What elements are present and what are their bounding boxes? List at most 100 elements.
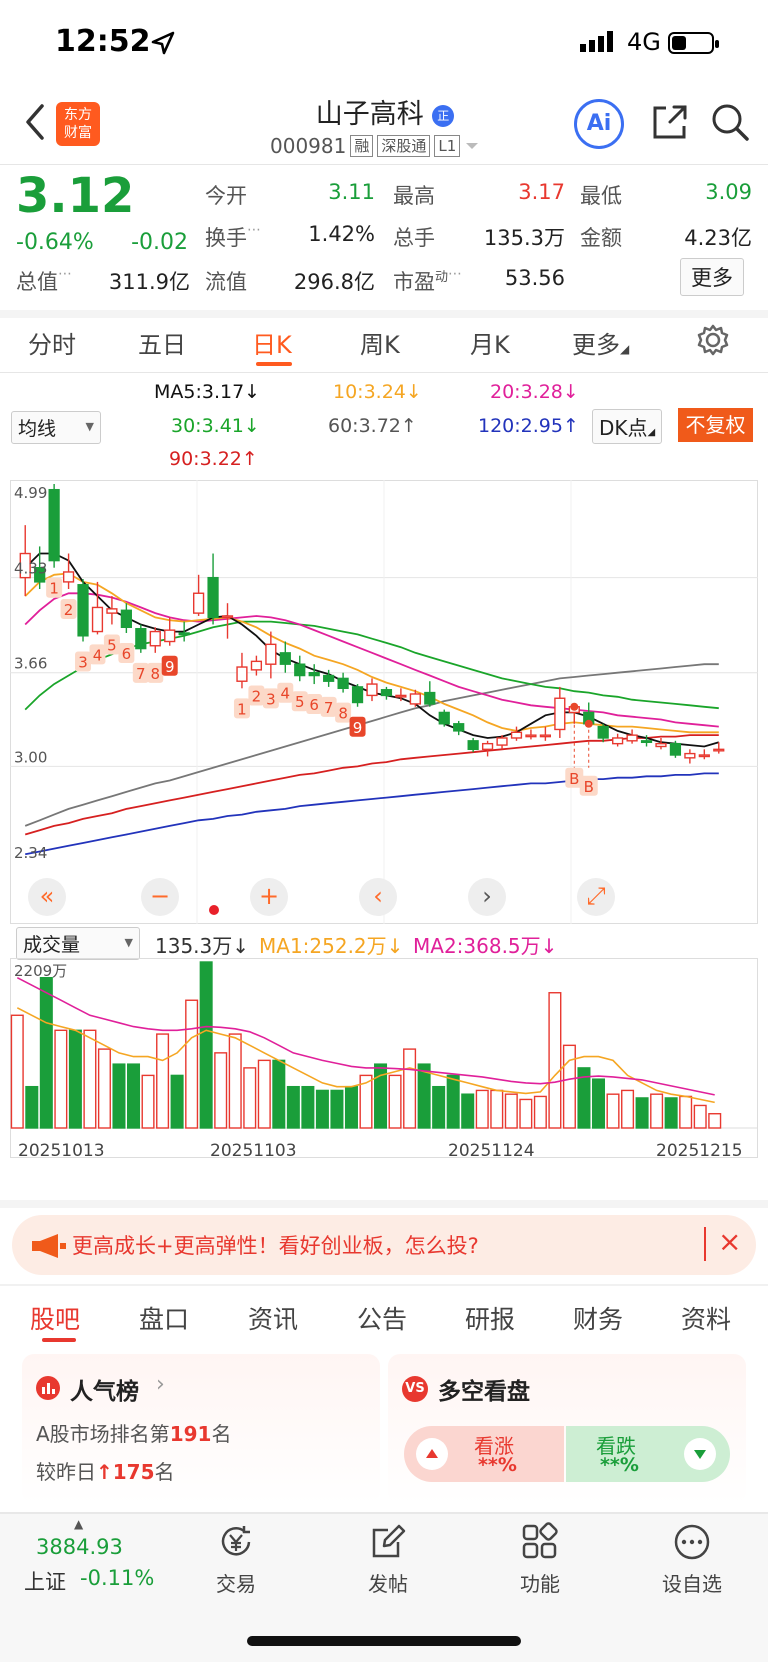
scroll-right-button[interactable]: › <box>468 878 506 916</box>
seq-marker-bg <box>320 696 337 717</box>
volume-bar <box>403 1048 417 1129</box>
candle <box>48 484 60 568</box>
candle-body <box>164 629 176 643</box>
volume-bar <box>359 1074 373 1129</box>
candle-body <box>294 663 306 677</box>
more-button[interactable]: 更多 <box>680 258 744 296</box>
back-arrow-icon[interactable] <box>22 102 48 142</box>
candle <box>265 631 277 679</box>
indicator-dot <box>209 905 219 915</box>
candle <box>62 553 75 589</box>
index-value[interactable]: 3884.93 <box>36 1535 123 1559</box>
tab-monthly-k[interactable]: 月K <box>470 331 510 359</box>
bull-bear-card[interactable]: VS 多空看盘 看涨 **% 看跌 **% <box>388 1354 746 1504</box>
candle-body <box>539 734 552 738</box>
dropdown-icon[interactable] <box>464 141 480 151</box>
tab-more[interactable]: 更多◢ <box>572 331 630 359</box>
seq-marker-bg <box>161 655 178 676</box>
volume-bar <box>315 1089 329 1129</box>
ma5-label: MA5:3.17↓ <box>154 381 261 403</box>
seq-marker-label: 2 <box>64 601 74 619</box>
ai-button[interactable]: Ai <box>574 99 624 149</box>
seq-marker-label: 2 <box>252 688 262 706</box>
share-icon[interactable] <box>650 102 690 142</box>
nav-post[interactable]: 发帖 <box>328 1522 448 1632</box>
candle <box>698 749 710 760</box>
ma30-label: 30:3.41↓ <box>171 415 260 437</box>
volume-bar <box>650 1093 664 1129</box>
logo-line2: 财富 <box>64 125 92 141</box>
candle-body <box>612 737 624 745</box>
ma-selector[interactable]: 均线 ▼ <box>11 411 101 444</box>
tab-financials[interactable]: 财务 <box>573 1305 624 1334</box>
scroll-left-button[interactable]: ‹ <box>359 878 397 916</box>
tab-forum[interactable]: 股吧 <box>30 1305 81 1334</box>
ad-banner[interactable]: 更高成长+更高弹性！看好创业板，怎么投? × <box>12 1215 756 1275</box>
candle-body <box>135 628 147 650</box>
ma20-label: 20:3.28↓ <box>490 381 579 403</box>
popularity-card[interactable]: 人气榜 › A股市场排名第191名 较昨日↑175名 <box>22 1354 380 1504</box>
tab-daily-k[interactable]: 日K <box>252 331 292 359</box>
dk-marker-dot <box>570 702 579 711</box>
tab-research[interactable]: 研报 <box>465 1305 516 1334</box>
close-icon[interactable]: × <box>718 1225 742 1258</box>
kline-chart[interactable]: 123 45 67 8 912 3 4 5 6 7 89B B 4.994.333.663.002.3… <box>10 480 758 924</box>
nav-trade[interactable]: 交易 <box>176 1522 296 1632</box>
zoom-in-button[interactable]: + <box>250 878 288 916</box>
bear-label: 看跌 <box>596 1434 636 1458</box>
search-icon[interactable] <box>710 102 750 142</box>
amount-label: 金额 <box>580 226 622 250</box>
candle <box>221 603 234 639</box>
adjust-button[interactable]: 不复权 <box>678 408 753 442</box>
volume-bar <box>272 1059 286 1129</box>
candle <box>438 709 450 727</box>
candle <box>539 726 552 741</box>
bear-value: **% <box>600 1454 639 1476</box>
zoom-out-button[interactable]: − <box>141 878 179 916</box>
last-price: 3.12 <box>16 168 135 224</box>
candle-body <box>178 632 190 636</box>
tab-profile[interactable]: 资料 <box>681 1305 732 1334</box>
dk-point-button[interactable]: DK点◢ <box>592 409 663 444</box>
fullscreen-button[interactable]: ⤢ <box>577 878 615 916</box>
candle-body <box>438 711 450 725</box>
tab-news[interactable]: 资讯 <box>248 1305 299 1334</box>
candle-body <box>192 592 205 614</box>
edit-post-icon <box>372 1524 406 1558</box>
volume-selector[interactable]: 成交量 ▼ <box>16 927 140 960</box>
candle-body <box>655 742 667 748</box>
trade-markers: 123 45 67 8 912 3 4 5 6 7 89B B <box>46 577 598 796</box>
tab-five-day[interactable]: 五日 <box>138 331 186 359</box>
bear-button[interactable]: 看跌 **% <box>566 1426 730 1482</box>
change-pct: -0.64% <box>16 230 94 255</box>
tab-intraday[interactable]: 分时 <box>28 331 76 359</box>
candle-body <box>684 752 696 759</box>
volume-bar <box>548 992 562 1129</box>
high-label: 最高 <box>393 184 435 208</box>
bull-button[interactable]: 看涨 **% <box>404 1426 564 1482</box>
x-tick-label: 20251215 <box>656 1141 743 1158</box>
candle-body <box>308 672 320 677</box>
volume-frame <box>10 958 758 1158</box>
bull-bear-title: 多空看盘 <box>438 1379 530 1405</box>
volume-bar <box>577 1067 591 1129</box>
tab-orderbook[interactable]: 盘口 <box>139 1305 190 1334</box>
tab-announcements[interactable]: 公告 <box>357 1305 408 1334</box>
candle-body <box>149 630 161 647</box>
volume-label: 总手 <box>393 226 435 250</box>
ma20-line <box>24 592 719 728</box>
seq-marker-bg <box>335 702 352 723</box>
candle <box>481 740 494 757</box>
nav-add-watchlist[interactable]: 设自选 <box>632 1522 752 1632</box>
y-tick-label: 3.66 <box>14 655 47 673</box>
settings-gear-icon[interactable] <box>696 323 730 357</box>
scroll-start-button[interactable]: « <box>28 878 66 916</box>
ma2_line <box>16 976 715 1096</box>
app-logo: 东方 财富 <box>56 102 100 146</box>
nav-functions[interactable]: 功能 <box>480 1522 600 1632</box>
chevron-right-icon: › <box>156 1372 165 1397</box>
volume-chart[interactable]: 2209万 20251013 20251103 20251124 20251215 <box>10 958 758 1158</box>
tab-weekly-k[interactable]: 周K <box>360 331 400 359</box>
candle <box>395 688 407 702</box>
volume-bar <box>417 1063 431 1129</box>
